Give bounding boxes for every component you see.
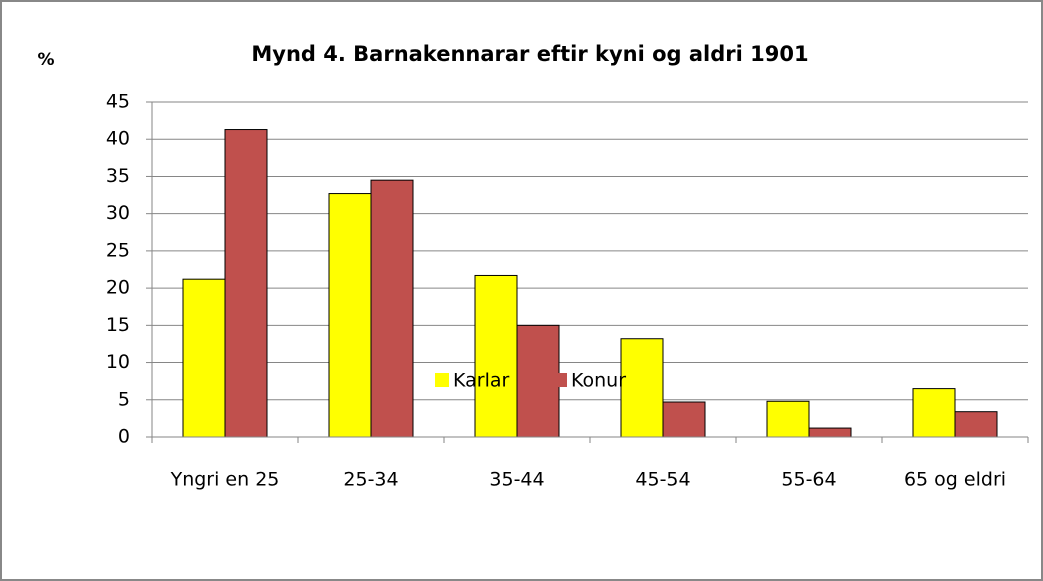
chart-title: Mynd 4. Barnakennarar eftir kyni og aldr…	[251, 42, 808, 66]
x-tick-label: 65 og eldri	[904, 469, 1006, 491]
y-tick-label: 20	[106, 277, 130, 299]
y-tick-label: 10	[106, 351, 130, 373]
bar	[182, 278, 226, 438]
bar	[620, 338, 664, 438]
bar	[766, 400, 810, 438]
x-tick-label: Yngri en 25	[170, 469, 280, 491]
x-tick-label: 25-34	[343, 469, 398, 491]
y-tick-label: 25	[106, 239, 130, 261]
x-tick-label: 45-54	[635, 469, 690, 491]
y-tick-label: 0	[118, 426, 130, 448]
y-axis-label: %	[37, 50, 54, 70]
legend-swatch	[553, 373, 567, 387]
bar	[808, 427, 852, 438]
x-tick-label: 55-64	[781, 469, 836, 491]
bar	[328, 193, 372, 438]
bar	[954, 411, 998, 438]
bar	[370, 179, 414, 438]
bar	[912, 388, 956, 438]
bar	[224, 129, 268, 438]
legend-label: Konur	[571, 370, 626, 392]
bar	[474, 274, 518, 438]
y-tick-label: 15	[106, 314, 130, 336]
bar	[662, 401, 706, 438]
y-tick-label: 40	[106, 128, 130, 150]
y-tick-label: 30	[106, 202, 130, 224]
legend-swatch	[435, 373, 449, 387]
legend-label: Karlar	[453, 370, 510, 392]
y-tick-label: 35	[106, 165, 130, 187]
x-tick-label: 35-44	[489, 469, 544, 491]
y-tick-label: 45	[106, 91, 130, 113]
y-tick-label: 5	[118, 388, 130, 410]
bar	[516, 324, 560, 438]
